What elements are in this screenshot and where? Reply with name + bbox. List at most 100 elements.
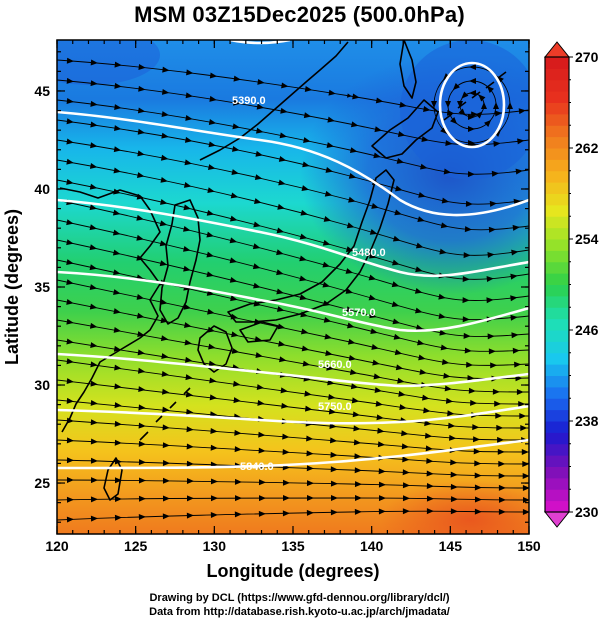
wind-arrow <box>90 361 98 368</box>
colorbar-top-triangle <box>543 41 571 58</box>
wind-arrow <box>230 192 239 199</box>
wind-arrow <box>229 215 238 222</box>
wind-arrow <box>445 397 454 404</box>
wind-arrow <box>138 495 146 502</box>
wind-arrow <box>402 469 410 476</box>
wind-arrow <box>258 495 266 502</box>
wind-arrow <box>348 172 357 179</box>
wind-arrow <box>488 226 496 233</box>
wind-arrow <box>276 249 284 256</box>
wind-arrow <box>327 116 335 123</box>
wind-arrow <box>183 182 192 188</box>
wind-arrow <box>277 323 286 330</box>
wind-arrow <box>394 209 402 216</box>
wind-arrow <box>488 348 496 355</box>
wind-arrow <box>234 478 242 485</box>
wind-arrow <box>325 350 333 357</box>
wind-arrow <box>276 269 284 276</box>
wind-arrow <box>208 141 216 148</box>
wind-arrow <box>354 453 362 460</box>
wind-arrow <box>162 477 170 484</box>
wind-arrow <box>497 436 505 443</box>
wind-arrow <box>438 313 446 320</box>
wind-arrow <box>185 114 193 121</box>
wind-arrow <box>493 102 499 109</box>
wind-arrow <box>414 307 423 314</box>
wind-arrow <box>518 400 526 407</box>
wind-arrow <box>282 433 290 440</box>
wind-arrow <box>138 85 146 92</box>
wind-arrow <box>306 509 314 516</box>
wind-arrow <box>345 288 354 294</box>
wind-arrow <box>395 364 404 371</box>
coastlines <box>59 40 507 501</box>
wind-arrow <box>353 425 361 432</box>
wind-arrow <box>377 441 386 448</box>
wind-arrow <box>112 209 121 216</box>
wind-arrow <box>136 254 144 261</box>
wind-arrow <box>279 356 287 363</box>
wind-arrow <box>415 242 424 249</box>
wind-arrow <box>417 339 425 346</box>
wind-arrow <box>113 345 122 352</box>
wind-arrow <box>418 354 426 361</box>
wind-arrow <box>374 387 382 394</box>
wind-arrow <box>162 513 170 520</box>
colorbar-tick-label: 262 <box>575 140 599 156</box>
contour-5840 <box>57 438 529 470</box>
wind-arrow <box>426 470 434 477</box>
wind-arrow <box>232 123 240 130</box>
wind-arrow <box>522 485 529 491</box>
wind-arrow <box>89 183 98 190</box>
wind-arrow <box>402 508 410 515</box>
wind-arrow <box>415 324 424 331</box>
wind-arrow <box>299 275 307 282</box>
wind-arrow <box>516 388 524 395</box>
wind-arrow <box>368 294 377 301</box>
wind-arrow <box>299 294 308 301</box>
colorbar-band <box>545 148 569 160</box>
contour-label-5840: 5840.0 <box>240 461 274 473</box>
wind-arrow <box>519 412 527 419</box>
wind-arrow <box>252 263 261 270</box>
contour-5390 <box>57 110 529 217</box>
wind-arrow <box>450 459 458 466</box>
wind-arrow <box>159 240 168 247</box>
wind-arrow <box>324 190 333 197</box>
colorbar-band <box>545 68 569 81</box>
wind-arrow <box>468 387 476 394</box>
wind-arrow <box>350 121 359 128</box>
wind-arrow <box>160 198 168 205</box>
wind-arrow <box>441 359 450 365</box>
wind-arrow <box>186 408 194 415</box>
wind-arrow <box>138 386 146 393</box>
wind-arrow <box>138 440 146 447</box>
wind-arrow <box>210 478 218 485</box>
wind-arrow <box>498 472 506 479</box>
colorbar-band <box>545 307 569 320</box>
height-contours <box>57 40 529 470</box>
wind-arrow <box>323 316 332 323</box>
colorbar-band <box>545 500 569 513</box>
wind-arrow <box>373 373 381 380</box>
wind-arrow <box>137 349 145 356</box>
wind-arrow <box>419 368 427 375</box>
wind-arrow <box>253 282 261 289</box>
wind-arrow <box>90 342 98 349</box>
colorbar-tick-label: 230 <box>575 504 599 520</box>
wind-arrow <box>486 297 494 304</box>
wind-arrow <box>498 508 506 515</box>
wind-arrow <box>392 318 401 325</box>
wind-arrow <box>507 102 513 109</box>
colorbar-band <box>545 182 569 194</box>
wind-arrow <box>136 312 145 319</box>
wind-arrow <box>161 111 169 118</box>
wind-arrow <box>486 276 494 283</box>
wind-arrow <box>494 400 502 407</box>
credit-data: Data from http://database.rish.kyoto-u.a… <box>149 606 450 618</box>
colorbar-band <box>545 330 569 342</box>
wind-arrow <box>510 295 518 302</box>
wind-arrow <box>234 429 242 436</box>
wind-arrow <box>370 328 378 335</box>
wind-arrow <box>162 495 170 502</box>
